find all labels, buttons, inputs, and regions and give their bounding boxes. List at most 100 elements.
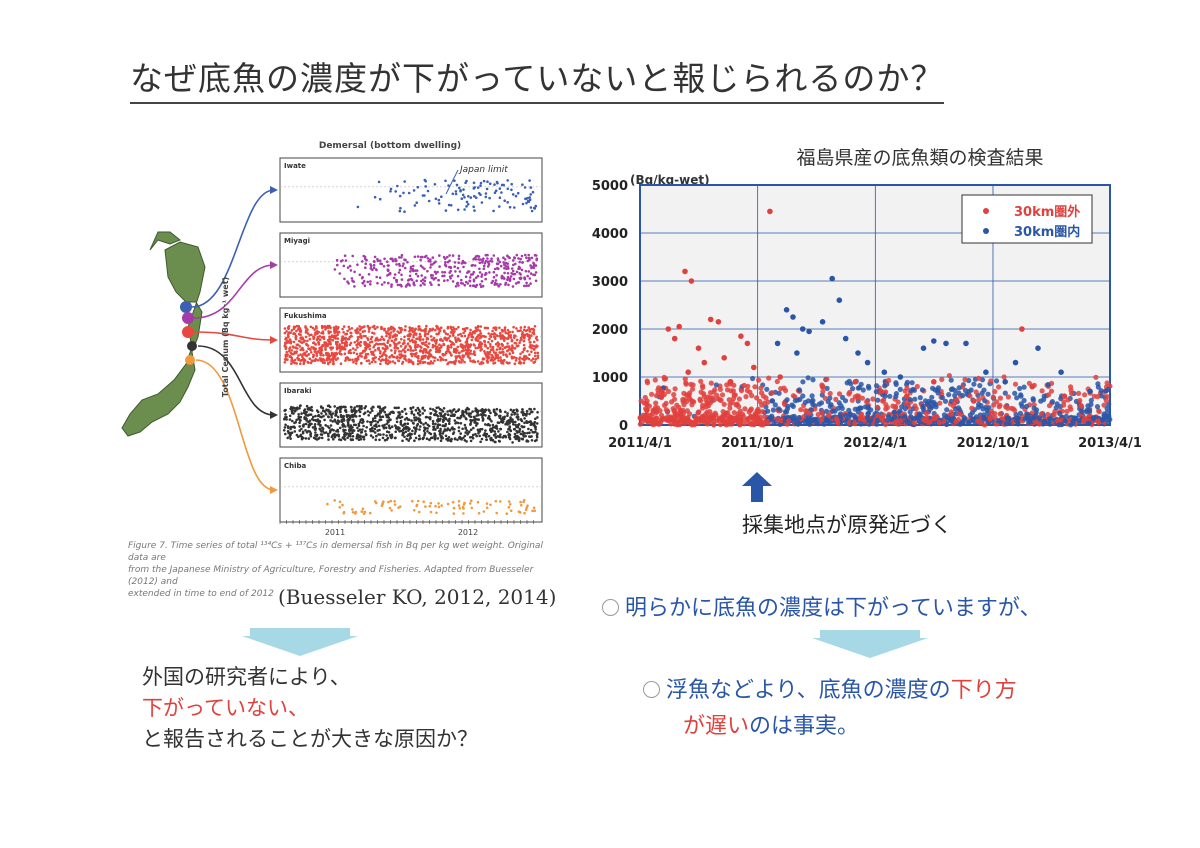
bullet-1-text: 明らかに底魚の濃度は下がっていますが、 [625,596,1042,621]
point-outside-30km [707,316,714,323]
scatter-chart: 福島県産の底魚類の検査結果 (Bq/kg-wet) 0 1000 2000 3000 4… [592,147,1142,451]
x-tick-label: 2013/4/1 [1078,436,1142,451]
legend-label-outside: 30km圏外 [1014,204,1080,220]
point-outside-30km [1029,383,1035,390]
point-outside-30km [671,335,678,342]
bullet-2-text-a: 浮魚などより、底魚の濃度の [666,678,951,703]
point-inside-30km [983,369,989,375]
point-inside-30km [1058,369,1064,375]
caption-line-3: extended in time to end of 2012 [128,589,274,599]
japan-limit-label: Japan limit [458,165,508,175]
caption-line-1: Figure 7. Time series of total ¹³⁴Cs + ¹… [128,541,543,563]
point-inside-30km [774,340,781,347]
caption-line-2: from the Japanese Ministry of Agricultur… [128,565,534,587]
point-outside-30km [970,398,977,404]
y-tick-label: 3000 [592,275,628,290]
citation: (Buesseler KO, 2012, 2014) [278,585,557,609]
x-tick-2012: 2012 [458,528,478,537]
point-outside-30km [1078,403,1084,409]
y-tick-label: 2000 [592,323,628,338]
panel-label: Iwate [284,162,306,170]
page-title: なぜ底魚の濃度が下がっていないと報じられるのか？ [130,52,945,104]
fukushima-demersal-chart: 福島県産の底魚類の検査結果 (Bq/kg-wet) 0 1000 2000 3000 4… [590,140,1170,470]
x-tick-label: 2011/10/1 [721,436,794,451]
y-tick-label: 0 [619,419,628,434]
japan-map [121,231,206,437]
figure-header: Demersal (bottom dwelling) [319,141,461,151]
point-outside-30km [682,268,688,275]
demersal-figure: Demersal (bottom dwelling) Iwate Miyagi Fu… [110,132,550,592]
panel-arrow [191,189,275,308]
point-inside-30km [864,359,871,366]
point-inside-30km [790,314,796,320]
x-tick-label: 2012/4/1 [843,436,907,451]
point-outside-30km [695,345,702,351]
bullet-2-text-c: が遅い [683,714,750,739]
panel-iwate: Iwate [279,157,543,223]
left-conclusion-line-3: と報告されることが大きな原因か？ [142,727,478,751]
left-conclusion: 外国の研究者により、 下がっていない、 と報告されることが大きな原因か？ [142,662,478,755]
x-tick-2011: 2011 [325,528,345,537]
point-inside-30km [1002,379,1008,385]
chart-ylabel: (Bq/kg-wet) [630,173,710,187]
demersal-timeseries: Demersal (bottom dwelling) Iwate Miyagi Fu… [121,141,543,537]
left-conclusion-line-1: 外国の研究者により、 [142,665,351,689]
panel-chiba: Chiba [279,457,543,523]
point-outside-30km [751,364,757,371]
point-outside-30km [685,369,691,375]
point-outside-30km [727,379,734,385]
bullet-1: 明らかに底魚の濃度は下がっていますが、 [602,590,1041,622]
point-inside-30km [783,307,790,313]
bullet-2: 浮魚などより、底魚の濃度の下り方 [643,672,1017,704]
point-inside-30km [897,374,904,380]
japan-limit-callout: Japan limit [445,165,508,195]
panel-miyagi: Miyagi [279,232,543,298]
point-inside-30km [806,328,812,335]
point-outside-30km [767,208,773,215]
point-inside-30km [931,338,937,344]
point-outside-30km [738,333,744,339]
point-outside-30km [676,323,682,330]
panel-ibaraki: Ibaraki [279,382,543,448]
point-outside-30km [665,326,672,332]
y-tick-label: 4000 [592,227,628,242]
point-inside-30km [1087,388,1093,395]
point-inside-30km [881,369,888,375]
bullet-2-continued: が遅いのは事実。 [683,708,859,740]
down-arrow-icon-left [242,628,358,656]
panel-arrow [195,359,275,491]
point-outside-30km [931,379,937,385]
bullet-2-text-d: のは事実。 [749,714,860,739]
bullet-2-text-b: 下り方 [950,678,1017,703]
panel-arrow [193,264,275,319]
legend-marker-outside [983,208,989,214]
chart-legend: 30km圏外 30km圏内 [961,194,1093,244]
point-inside-30km [829,275,835,282]
bullet-circle-icon [602,599,619,616]
point-outside-30km [659,388,665,395]
panel-fukushima: Fukushima [279,307,543,373]
point-outside-30km [701,359,708,366]
point-inside-30km [855,350,861,356]
panel-label: Chiba [284,462,307,470]
chart-title: 福島県産の底魚類の検査結果 [796,147,1043,169]
x-tick-label: 2011/4/1 [608,436,672,451]
point-outside-30km [1019,326,1025,332]
panel-arrow [193,331,275,341]
panel-label: Miyagi [284,237,310,245]
point-outside-30km [819,383,826,390]
panel-arrow [197,345,275,416]
approach-note: 採集地点が原発近づく [742,513,952,537]
point-outside-30km [688,278,695,284]
legend-label-inside: 30km圏内 [1014,224,1080,240]
legend-marker-inside [983,228,989,234]
point-inside-30km [1035,345,1041,351]
figure-caption: Figure 7. Time series of total ¹³⁴Cs + ¹… [128,540,548,600]
point-outside-30km [878,388,884,395]
panel-label: Fukushima [284,312,327,320]
point-inside-30km [920,345,927,351]
point-outside-30km [777,374,783,380]
left-conclusion-line-2: 下がっていない、 [142,696,309,720]
point-inside-30km [836,297,843,303]
x-tick-label: 2012/10/1 [957,436,1030,451]
